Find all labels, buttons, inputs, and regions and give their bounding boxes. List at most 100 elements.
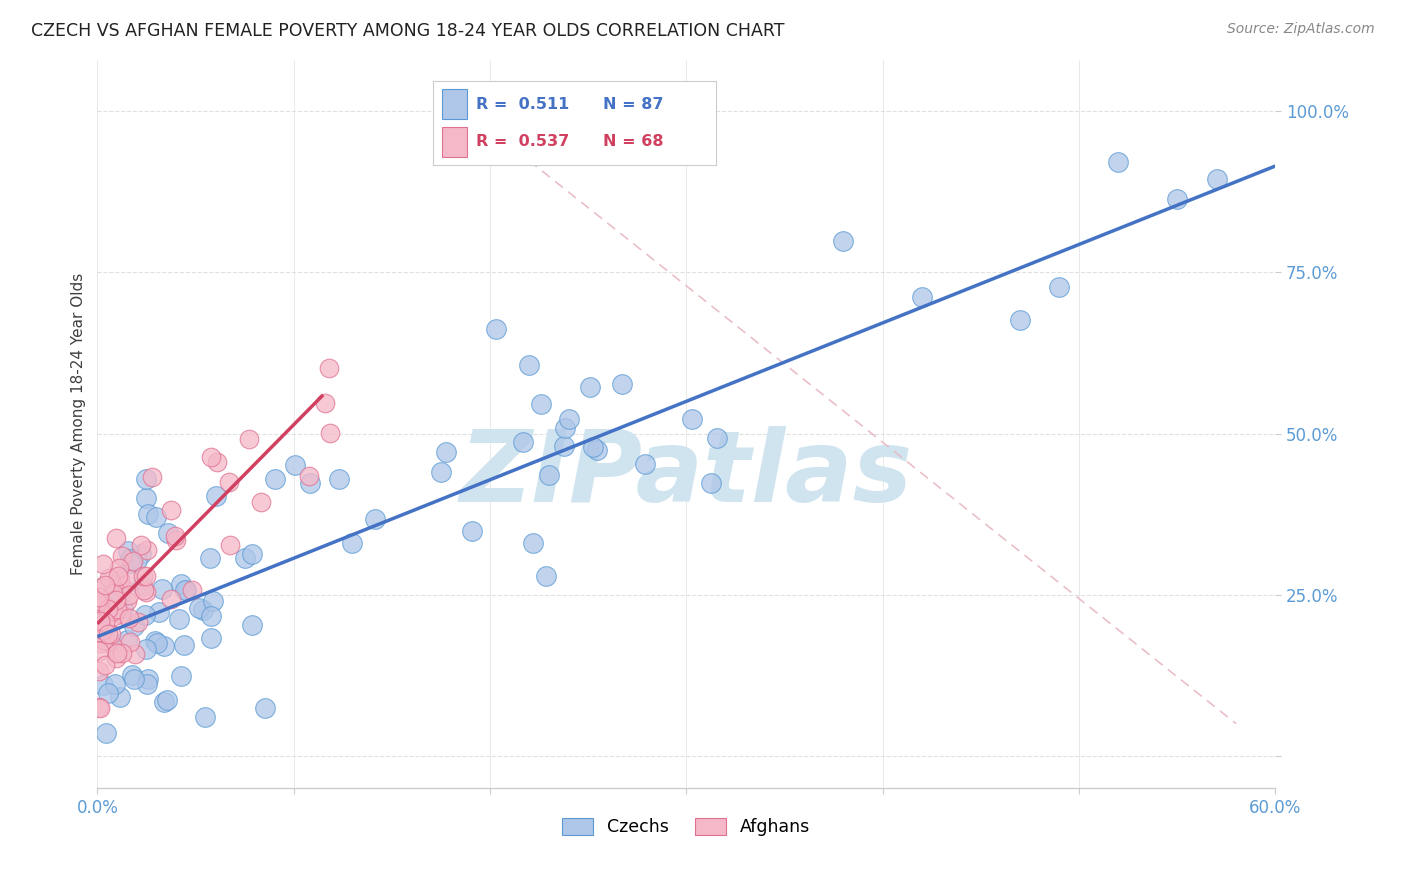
Point [141,470,163,484]
Point [328,473,350,487]
Point [132,568,155,582]
Point [93,609,115,624]
Point [104,531,127,545]
Point [138,507,160,521]
Point [1166,192,1188,206]
Point [90,635,112,649]
Point [89,594,111,608]
Point [578,380,600,394]
Point [1107,154,1129,169]
Point [159,503,181,517]
Point [100,627,122,641]
Point [121,667,143,681]
Point [170,669,193,683]
Point [136,677,159,691]
Point [89,699,111,714]
Point [124,647,146,661]
Point [89,664,111,678]
Point [108,690,131,704]
Point [522,536,544,550]
Point [131,579,153,593]
Point [238,432,260,446]
Text: CZECH VS AFGHAN FEMALE POVERTY AMONG 18-24 YEAR OLDS CORRELATION CHART: CZECH VS AFGHAN FEMALE POVERTY AMONG 18-… [31,22,785,40]
Point [174,582,197,597]
Point [194,710,217,724]
Point [204,490,226,504]
Point [135,641,157,656]
Point [94,657,117,672]
Point [201,593,224,607]
Point [200,609,222,624]
Point [145,509,167,524]
Point [117,573,139,587]
Point [1049,280,1071,294]
Point [90,599,112,613]
Point [105,646,128,660]
Point [124,619,146,633]
Point [89,614,111,628]
Point [89,624,111,639]
Point [200,631,222,645]
Point [233,550,256,565]
Point [219,538,242,552]
Point [125,553,148,567]
Point [110,592,132,607]
Point [198,551,221,566]
Point [91,624,114,638]
Point [108,561,131,575]
Point [111,601,134,615]
Point [165,528,187,542]
Point [101,604,124,618]
Point [135,543,157,558]
Point [153,695,176,709]
Point [118,611,141,625]
Point [240,547,263,561]
Point [127,615,149,630]
Point [166,533,188,548]
Point [160,591,183,606]
Point [120,556,142,570]
Point [150,582,173,597]
Point [585,443,607,458]
Point [93,632,115,647]
Point [94,578,117,592]
Point [118,635,141,649]
Point [430,465,453,479]
Point [170,576,193,591]
Legend: Czechs, Afghans: Czechs, Afghans [554,809,820,845]
Point [517,358,540,372]
Point [284,458,307,473]
Point [97,686,120,700]
Point [342,536,364,550]
Point [512,435,534,450]
Point [156,693,179,707]
Point [105,601,128,615]
Point [97,633,120,648]
Point [153,639,176,653]
Point [134,607,156,622]
Point [681,412,703,426]
Point [117,544,139,558]
Point [188,600,211,615]
Point [143,633,166,648]
Point [136,673,159,687]
Point [94,615,117,629]
Point [537,467,560,482]
Point [173,638,195,652]
Point [90,580,112,594]
Point [634,457,657,471]
Point [89,644,111,658]
Point [124,672,146,686]
Point [97,602,120,616]
Point [174,583,197,598]
Point [200,450,222,464]
Point [105,651,128,665]
Point [1205,172,1227,186]
Point [103,609,125,624]
Point [132,582,155,597]
Point [534,569,557,583]
Point [264,472,287,486]
Point [1010,312,1032,326]
Point [557,412,579,426]
Point [319,425,342,440]
